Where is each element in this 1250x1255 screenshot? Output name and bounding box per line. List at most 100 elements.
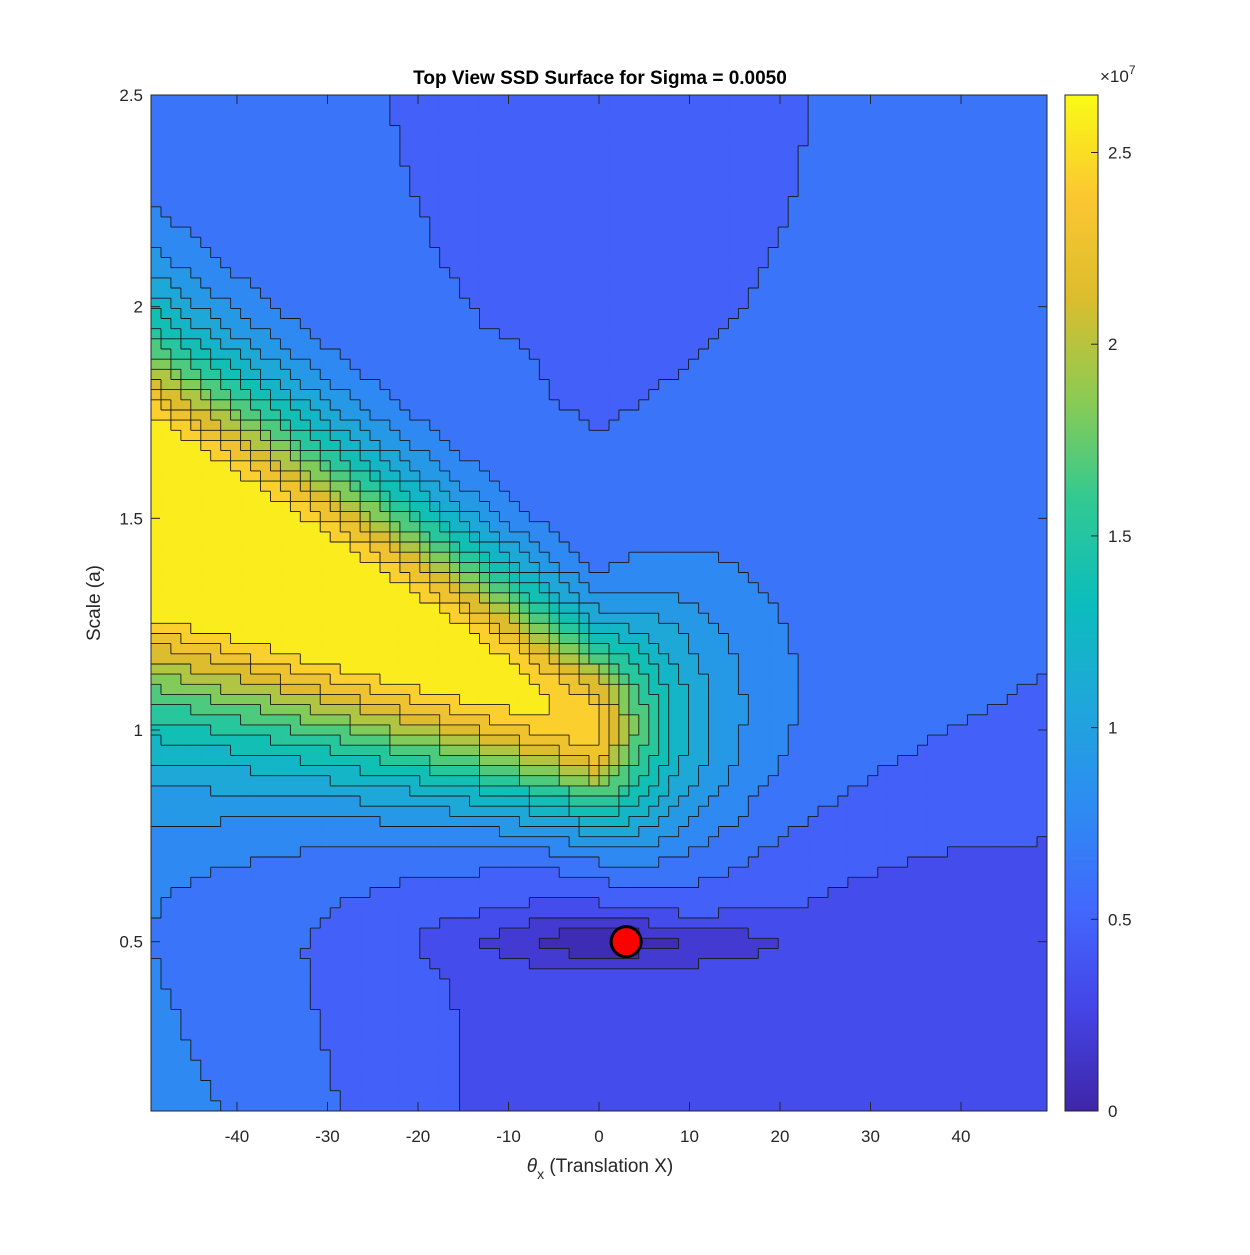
contour-cell	[1027, 826, 1038, 838]
contour-cell	[340, 724, 351, 736]
contour-cell	[967, 928, 978, 939]
contour-cell	[200, 603, 212, 614]
contour-cell	[389, 958, 401, 970]
contour-cell	[220, 816, 232, 828]
contour-cell	[748, 846, 759, 858]
contour-cell	[250, 603, 262, 614]
contour-cell	[638, 897, 650, 909]
contour-cell	[748, 1039, 759, 1051]
contour-cell	[798, 806, 809, 817]
contour-cell	[419, 745, 431, 756]
contour-cell	[1007, 1019, 1018, 1031]
contour-cell	[658, 887, 670, 899]
contour-cell	[250, 846, 262, 858]
contour-cell	[867, 968, 879, 980]
contour-cell	[330, 999, 341, 1010]
contour-cell	[230, 1050, 242, 1061]
contour-cell	[190, 1050, 202, 1061]
contour-cell	[399, 938, 411, 950]
contour-cell	[449, 846, 461, 858]
contour-cell	[887, 907, 899, 919]
contour-cell	[449, 1019, 461, 1031]
contour-cell	[748, 613, 759, 624]
contour-cell	[728, 572, 739, 584]
contour-cell	[509, 562, 520, 574]
contour-cell	[698, 613, 710, 624]
contour-cell	[847, 643, 859, 655]
contour-cell	[350, 958, 361, 970]
contour-cell	[837, 968, 849, 980]
contour-cell	[887, 633, 899, 645]
contour-cell	[409, 1060, 421, 1071]
contour-cell	[379, 928, 391, 939]
contour-cell	[459, 907, 471, 919]
contour-cell	[758, 724, 769, 736]
contour-cell	[579, 1009, 590, 1021]
contour-cell	[220, 1009, 232, 1021]
contour-cell	[340, 684, 351, 696]
contour-cell	[997, 562, 1008, 574]
contour-cell	[350, 1019, 361, 1031]
contour-cell	[589, 958, 600, 970]
contour-cell	[310, 796, 321, 807]
contour-cell	[310, 948, 321, 960]
contour-cell	[897, 775, 909, 787]
contour-cell	[449, 1060, 461, 1071]
contour-cell	[927, 917, 939, 929]
contour-cell	[937, 1080, 949, 1092]
contour-cell	[399, 968, 411, 980]
contour-cell	[857, 592, 869, 604]
contour-cell	[1017, 623, 1028, 635]
contour-cell	[270, 755, 282, 767]
contour-cell	[429, 948, 441, 960]
contour-cell	[240, 694, 252, 706]
contour-cell	[847, 674, 859, 685]
contour-cell	[579, 907, 590, 919]
contour-cell	[529, 1060, 540, 1071]
contour-cell	[519, 826, 530, 838]
contour-cell	[1007, 1039, 1018, 1051]
contour-cell	[549, 978, 560, 990]
contour-cell	[210, 623, 222, 635]
contour-cell	[270, 806, 282, 817]
contour-cell	[748, 1029, 759, 1041]
contour-cell	[479, 663, 491, 675]
contour-cell	[668, 1050, 680, 1061]
contour-cell	[310, 572, 321, 584]
contour-cell	[529, 867, 540, 878]
contour-cell	[1027, 806, 1038, 817]
contour-cell	[768, 582, 779, 594]
contour-cell	[698, 928, 710, 939]
contour-cell	[987, 806, 998, 817]
contour-cell	[340, 907, 351, 919]
contour-cell	[768, 938, 779, 950]
contour-cell	[867, 643, 879, 655]
contour-cell	[449, 663, 461, 675]
contour-cell	[300, 907, 311, 919]
contour-cell	[887, 1070, 899, 1082]
contour-cell	[877, 724, 889, 736]
contour-cell	[997, 633, 1008, 645]
contour-cell	[499, 999, 510, 1010]
contour-cell	[459, 745, 471, 756]
contour-cell	[957, 603, 968, 614]
contour-cell	[429, 694, 441, 706]
contour-cell	[668, 938, 680, 950]
contour-cell	[599, 724, 610, 736]
contour-cell	[778, 1100, 789, 1111]
contour-cell	[599, 1080, 610, 1092]
contour-cell	[290, 653, 301, 665]
contour-cell	[589, 552, 600, 563]
contour-cell	[330, 745, 341, 756]
contour-cell	[668, 724, 680, 736]
contour-cell	[618, 745, 630, 756]
contour-cell	[489, 938, 501, 950]
contour-cell	[439, 938, 451, 950]
contour-cell	[379, 562, 391, 574]
contour-cell	[628, 846, 640, 858]
contour-cell	[758, 1100, 769, 1111]
contour-cell	[738, 948, 749, 960]
contour-cell	[399, 653, 411, 665]
contour-cell	[240, 765, 252, 777]
contour-cell	[569, 1039, 580, 1051]
